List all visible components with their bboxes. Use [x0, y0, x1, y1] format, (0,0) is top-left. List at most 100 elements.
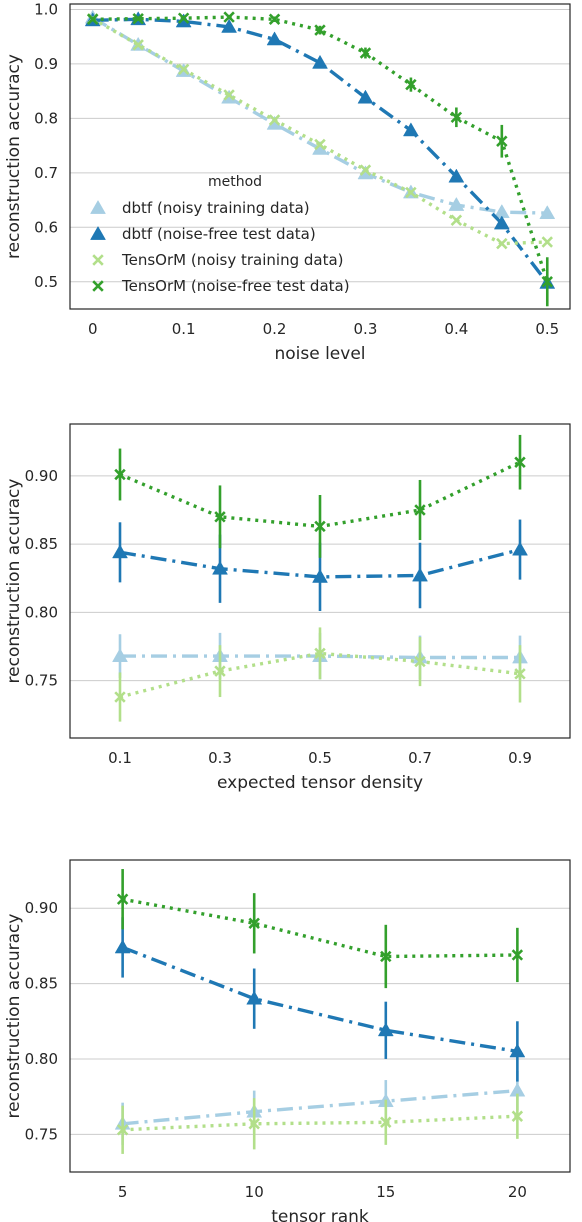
data-point: [87, 13, 99, 25]
data-point: [268, 13, 281, 25]
x-axis-label: noise level: [274, 344, 365, 364]
y-axis-label: reconstruction accuracy: [4, 479, 24, 684]
data-point: [405, 186, 417, 199]
legend-marker: [92, 254, 104, 266]
data-point: [380, 950, 392, 963]
data-point: [448, 168, 465, 183]
x-tick-label: 0.4: [444, 320, 468, 338]
data-point: [496, 135, 508, 147]
series-tensorm-clean: [116, 869, 524, 989]
data-point: [493, 215, 510, 230]
legend-title: method: [208, 174, 262, 190]
data-point: [359, 47, 372, 59]
x-tick-label: 0.1: [108, 749, 132, 767]
x-tick-label: 0.9: [508, 749, 532, 767]
data-point: [112, 544, 128, 559]
data-point: [402, 122, 419, 137]
series-line: [121, 945, 518, 1054]
y-tick-label: 0.5: [34, 273, 58, 291]
legend-label: dbtf (noisy training data): [122, 199, 310, 217]
data-point: [214, 511, 226, 523]
series-tensorm-noisy: [116, 1093, 524, 1154]
legend-marker: [90, 225, 106, 240]
x-axis-label: expected tensor density: [217, 773, 423, 793]
data-point: [177, 63, 190, 76]
data-point: [312, 54, 328, 69]
data-point: [380, 1116, 392, 1128]
data-point: [541, 276, 553, 288]
data-point: [223, 89, 235, 101]
y-tick-label: 0.85: [25, 535, 58, 553]
data-point: [512, 541, 528, 556]
data-point: [246, 990, 263, 1005]
data-point: [377, 1022, 394, 1037]
chart-panel-3: 0.75 0.80 0.85 0.90 5 10 15 20 tensor rank recons…: [4, 859, 571, 1222]
data-point: [114, 939, 131, 954]
x-tick-label: 0.1: [172, 320, 196, 338]
plot-frame: [69, 423, 571, 739]
series-tensorm-clean: [87, 11, 553, 307]
data-point: [314, 138, 326, 151]
series-line: [92, 15, 549, 283]
chart-panel-1: 0.5 0.6 0.7 0.8 0.9 1.0 0 0.1 0.2 0.3 0.4 0.5 noise …: [4, 0, 571, 364]
y-axis-label: reconstruction accuracy: [4, 54, 24, 259]
y-tick-label: 0.8: [34, 109, 58, 127]
data-point: [116, 1124, 129, 1136]
data-point: [221, 18, 238, 33]
data-point: [314, 520, 326, 533]
y-tick-label: 0.80: [25, 603, 58, 621]
data-point: [177, 12, 190, 24]
data-point: [214, 665, 226, 677]
data-point: [248, 1118, 260, 1130]
x-tick-label: 0.5: [535, 320, 559, 338]
y-tick-label: 0.6: [34, 218, 58, 236]
data-point: [132, 12, 144, 25]
series-tensorm-noisy: [114, 627, 526, 722]
x-tick-label: 0: [88, 320, 98, 338]
series-dbtf-noisy: [114, 1071, 526, 1145]
data-point: [112, 648, 128, 662]
data-point: [514, 456, 526, 468]
series-dbtf-clean: [114, 917, 526, 1082]
legend-label: TensOrM (noise-free test data): [121, 277, 350, 295]
x-tick-label: 15: [376, 1183, 395, 1201]
y-tick-label: 0.75: [25, 672, 58, 690]
data-point: [248, 917, 260, 930]
series-line: [122, 1088, 518, 1126]
y-tick-label: 0.85: [25, 975, 58, 993]
series-dbtf-noisy: [84, 9, 556, 220]
data-point: [132, 39, 144, 51]
chart-panel-2: 0.75 0.80 0.85 0.90 0.1 0.3 0.5 0.7 0.9 expected …: [4, 423, 571, 793]
data-point: [450, 111, 463, 124]
x-tick-label: 0.2: [263, 320, 287, 338]
data-point: [212, 560, 228, 575]
y-tick-label: 0.80: [25, 1050, 58, 1068]
data-point: [448, 196, 465, 211]
series-tensorm-clean: [114, 434, 526, 558]
data-point: [414, 655, 426, 668]
data-point: [359, 164, 372, 176]
data-point: [266, 31, 283, 46]
series-line: [91, 16, 548, 215]
plot-frame: [69, 859, 571, 1173]
y-tick-label: 0.7: [34, 164, 58, 182]
y-tick-label: 0.9: [34, 55, 58, 73]
data-point: [314, 647, 326, 660]
x-tick-label: 0.3: [208, 749, 232, 767]
data-point: [414, 504, 426, 516]
series-tensorm-noisy: [87, 12, 553, 250]
data-point: [412, 567, 428, 582]
series-line: [122, 1114, 518, 1132]
data-point: [450, 214, 463, 226]
data-point: [511, 1110, 524, 1122]
x-tick-label: 0.7: [408, 749, 432, 767]
data-point: [496, 237, 508, 250]
data-point: [114, 691, 126, 703]
series-line: [122, 897, 518, 959]
data-point: [268, 114, 281, 126]
legend-marker: [90, 199, 106, 214]
y-axis-label: reconstruction accuracy: [4, 914, 24, 1119]
data-point: [314, 24, 326, 36]
legend-marker: [92, 280, 104, 292]
